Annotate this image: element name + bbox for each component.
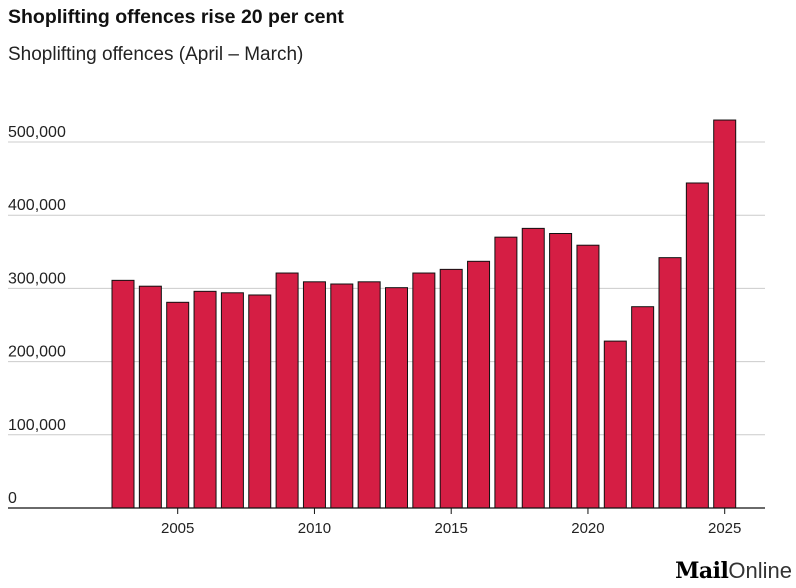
y-tick-label: 0	[8, 490, 17, 507]
bar-2007	[220, 292, 244, 509]
bar-2023	[658, 257, 682, 509]
x-tick-label: 2025	[708, 520, 741, 537]
bar-2016	[467, 260, 491, 509]
bar-2008	[248, 294, 272, 509]
bar-2003	[111, 279, 135, 509]
bar-2005	[166, 301, 190, 509]
y-tick-label: 100,000	[8, 417, 66, 434]
bar-2015	[439, 268, 463, 509]
bar-2009	[275, 272, 299, 509]
bar-2004	[138, 285, 162, 509]
bar-2017	[494, 236, 518, 509]
bar-2010	[302, 281, 326, 509]
bar-chart: 0 100,000 200,000 300,000 400,000 500,000 2005…	[8, 119, 765, 537]
bar-2022	[631, 306, 655, 509]
logo-mail-text: Mail	[675, 558, 729, 584]
bar-2013	[385, 287, 408, 509]
chart-title: Shoplifting offences rise 20 per cent	[8, 6, 344, 28]
bar-2012	[357, 281, 381, 509]
x-tick-label: 2020	[571, 520, 604, 537]
bar-2019	[549, 233, 573, 509]
bar-2006	[193, 290, 217, 509]
x-tick-label: 2005	[161, 520, 194, 537]
bar-2018	[521, 227, 545, 509]
bar-2011	[330, 283, 354, 509]
bar-2020	[576, 244, 600, 509]
y-tick-label: 300,000	[8, 270, 66, 287]
bars	[111, 119, 737, 509]
bar-2025	[713, 119, 737, 509]
logo-online-text: Online	[728, 558, 792, 583]
chart-subtitle: Shoplifting offences (April – March)	[8, 44, 304, 65]
tick-labels: 0 100,000 200,000 300,000 400,000 500,000 2005…	[8, 124, 741, 537]
bar-2024	[685, 182, 709, 509]
y-tick-label: 200,000	[8, 344, 66, 361]
mailonline-logo: MailOnline	[675, 558, 792, 584]
y-tick-label: 400,000	[8, 197, 66, 214]
y-tick-label: 500,000	[8, 124, 66, 141]
bar-2021	[603, 340, 627, 509]
bar-2014	[412, 272, 436, 509]
axes	[8, 507, 765, 514]
x-tick-label: 2015	[435, 520, 468, 537]
x-tick-label: 2010	[298, 520, 331, 537]
